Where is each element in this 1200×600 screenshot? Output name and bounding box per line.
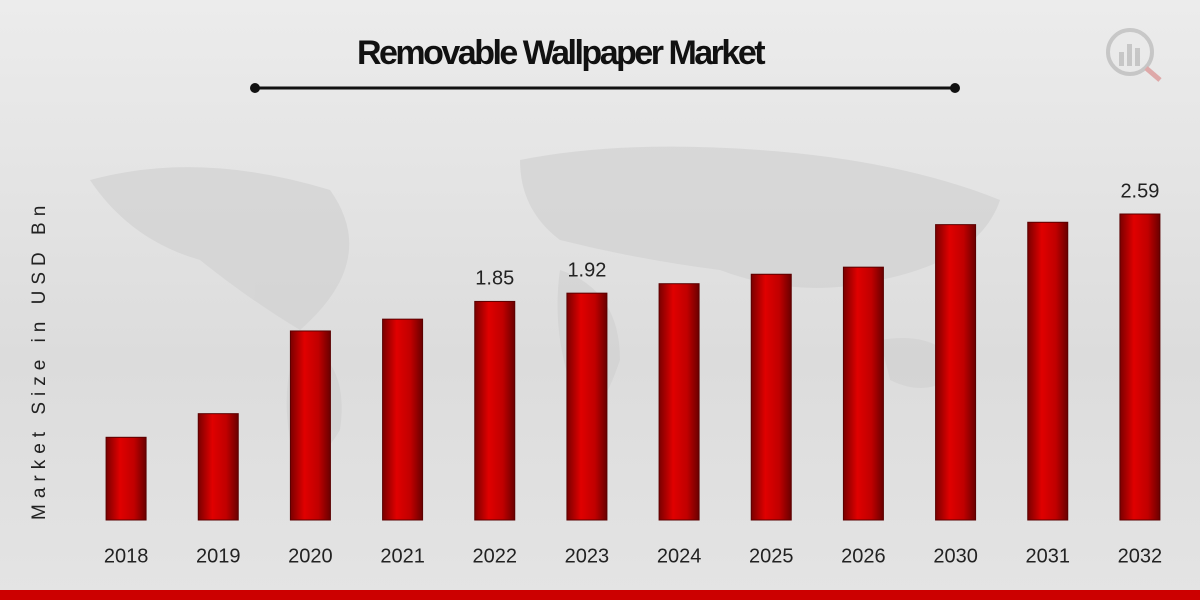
value-label: 1.92 xyxy=(567,259,606,281)
bar xyxy=(566,292,608,521)
x-tick-label: 2031 xyxy=(1026,545,1071,567)
x-tick-label: 2025 xyxy=(749,545,794,567)
x-tick-label: 2020 xyxy=(288,545,333,567)
x-tick-label: 2030 xyxy=(933,545,978,567)
x-tick-label: 2024 xyxy=(657,545,702,567)
value-label: 2.59 xyxy=(1120,180,1159,202)
x-tick-label: 2026 xyxy=(841,545,886,567)
bar xyxy=(1119,213,1161,521)
bar xyxy=(382,318,424,521)
x-tick-label: 2032 xyxy=(1118,545,1163,567)
rule-dot xyxy=(250,83,260,93)
bar xyxy=(474,300,516,521)
bottom-strip xyxy=(0,590,1200,600)
bar xyxy=(842,266,884,521)
value-label: 1.85 xyxy=(475,268,514,290)
bar xyxy=(750,273,792,521)
bar xyxy=(935,224,977,521)
y-axis-title: Market Size in USD Bn xyxy=(29,199,50,520)
logo xyxy=(1106,28,1162,82)
bar xyxy=(658,283,700,521)
bar xyxy=(197,413,239,521)
chart-title: Removable Wallpaper Market xyxy=(357,34,765,72)
x-tick-label: 2021 xyxy=(380,545,425,567)
bar xyxy=(289,330,331,521)
x-tick-label: 2022 xyxy=(473,545,518,567)
bar xyxy=(105,436,147,521)
bar xyxy=(1027,221,1069,521)
x-tick-label: 2018 xyxy=(104,545,149,567)
rule-dot xyxy=(950,83,960,93)
x-tick-label: 2019 xyxy=(196,545,241,567)
x-tick-label: 2023 xyxy=(565,545,610,567)
